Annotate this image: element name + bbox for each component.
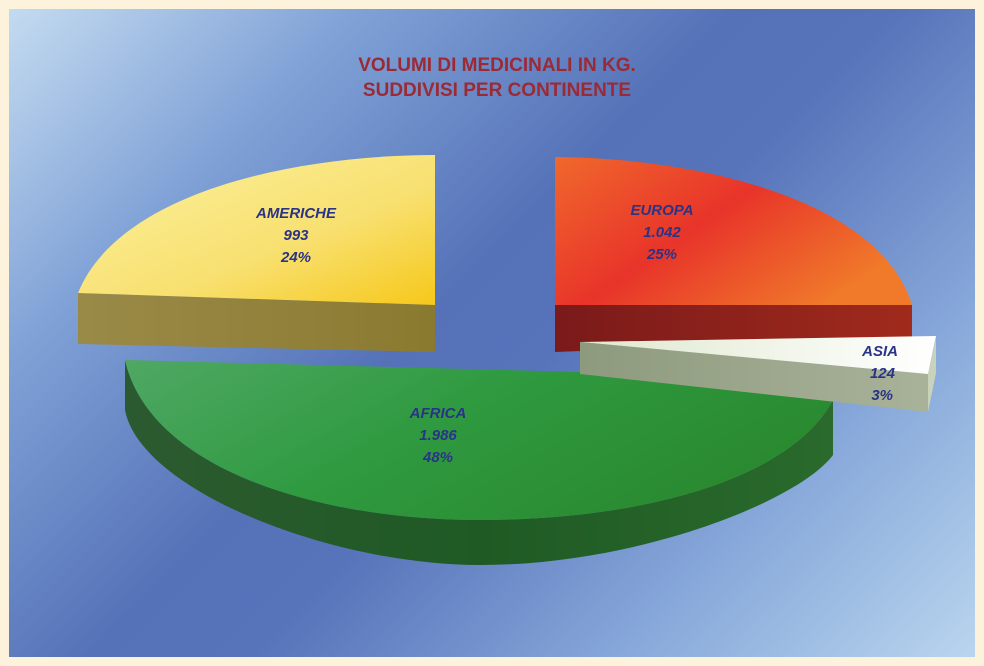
label-americhe-percent: 24% — [280, 249, 311, 266]
slice-asia-top — [580, 336, 936, 374]
label-africa-name: AFRICA — [409, 405, 467, 422]
label-asia-percent: 3% — [871, 387, 893, 404]
chart-title-line-2: SUDDIVISI PER CONTINENTE — [363, 80, 631, 101]
slice-europa-top — [555, 157, 912, 305]
label-americhe-value: 993 — [283, 227, 309, 244]
label-africa: AFRICA 1.986 48% — [409, 405, 467, 466]
slice-americhe — [78, 155, 435, 352]
slice-asia — [580, 336, 936, 412]
slice-africa-side — [125, 360, 833, 565]
slice-asia-right — [928, 338, 936, 412]
chart-title: VOLUMI DI MEDICINALI IN KG. SUDDIVISI PE… — [358, 55, 636, 101]
slice-africa-top — [125, 360, 833, 520]
label-europa-percent: 25% — [646, 246, 677, 263]
label-africa-percent: 48% — [422, 449, 453, 466]
slice-americhe-side — [78, 293, 435, 352]
label-europa-value: 1.042 — [643, 224, 681, 241]
label-africa-value: 1.986 — [419, 427, 457, 444]
chart-title-line-1: VOLUMI DI MEDICINALI IN KG. — [358, 55, 636, 76]
label-asia-name: ASIA — [861, 343, 898, 360]
label-asia: ASIA 124 3% — [861, 343, 898, 404]
label-europa-name: EUROPA — [630, 202, 693, 219]
label-europa: EUROPA 1.042 25% — [630, 202, 693, 263]
slice-asia-side — [580, 342, 936, 412]
slice-americhe-top — [78, 155, 435, 305]
label-americhe-name: AMERICHE — [255, 205, 337, 222]
label-asia-value: 124 — [870, 365, 896, 382]
label-americhe: AMERICHE 993 24% — [255, 205, 337, 266]
slice-europa — [555, 157, 912, 352]
slice-africa — [125, 360, 833, 565]
